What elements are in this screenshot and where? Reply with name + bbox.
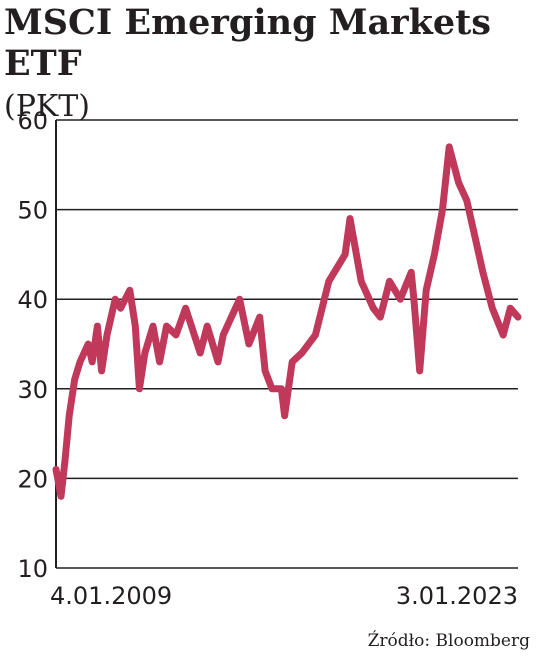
x-tick-label: 4.01.2009 bbox=[50, 582, 172, 610]
x-tick-label: 3.01.2023 bbox=[396, 582, 518, 610]
chart-area: 10 20 30 40 50 60 4.01.2009 3.01.2023 bbox=[17, 107, 522, 610]
source-note: Źródło: Bloomberg bbox=[367, 631, 530, 651]
y-tick-label: 40 bbox=[17, 286, 48, 314]
title-main: MSCI Emerging Markets ETF bbox=[4, 2, 491, 84]
y-tick-label: 30 bbox=[17, 376, 48, 404]
x-axis-ticks: 4.01.2009 3.01.2023 bbox=[50, 582, 518, 610]
y-tick-label: 60 bbox=[17, 107, 48, 135]
y-tick-label: 50 bbox=[17, 197, 48, 225]
y-tick-label: 20 bbox=[17, 465, 48, 493]
y-axis-ticks: 10 20 30 40 50 60 bbox=[17, 107, 48, 583]
title-unit: (PKT) bbox=[4, 89, 91, 124]
gridlines bbox=[56, 119, 518, 569]
series-line bbox=[52, 143, 522, 500]
y-tick-label: 10 bbox=[17, 555, 48, 583]
chart-title: MSCI Emerging Markets ETF (PKT) bbox=[4, 2, 532, 127]
